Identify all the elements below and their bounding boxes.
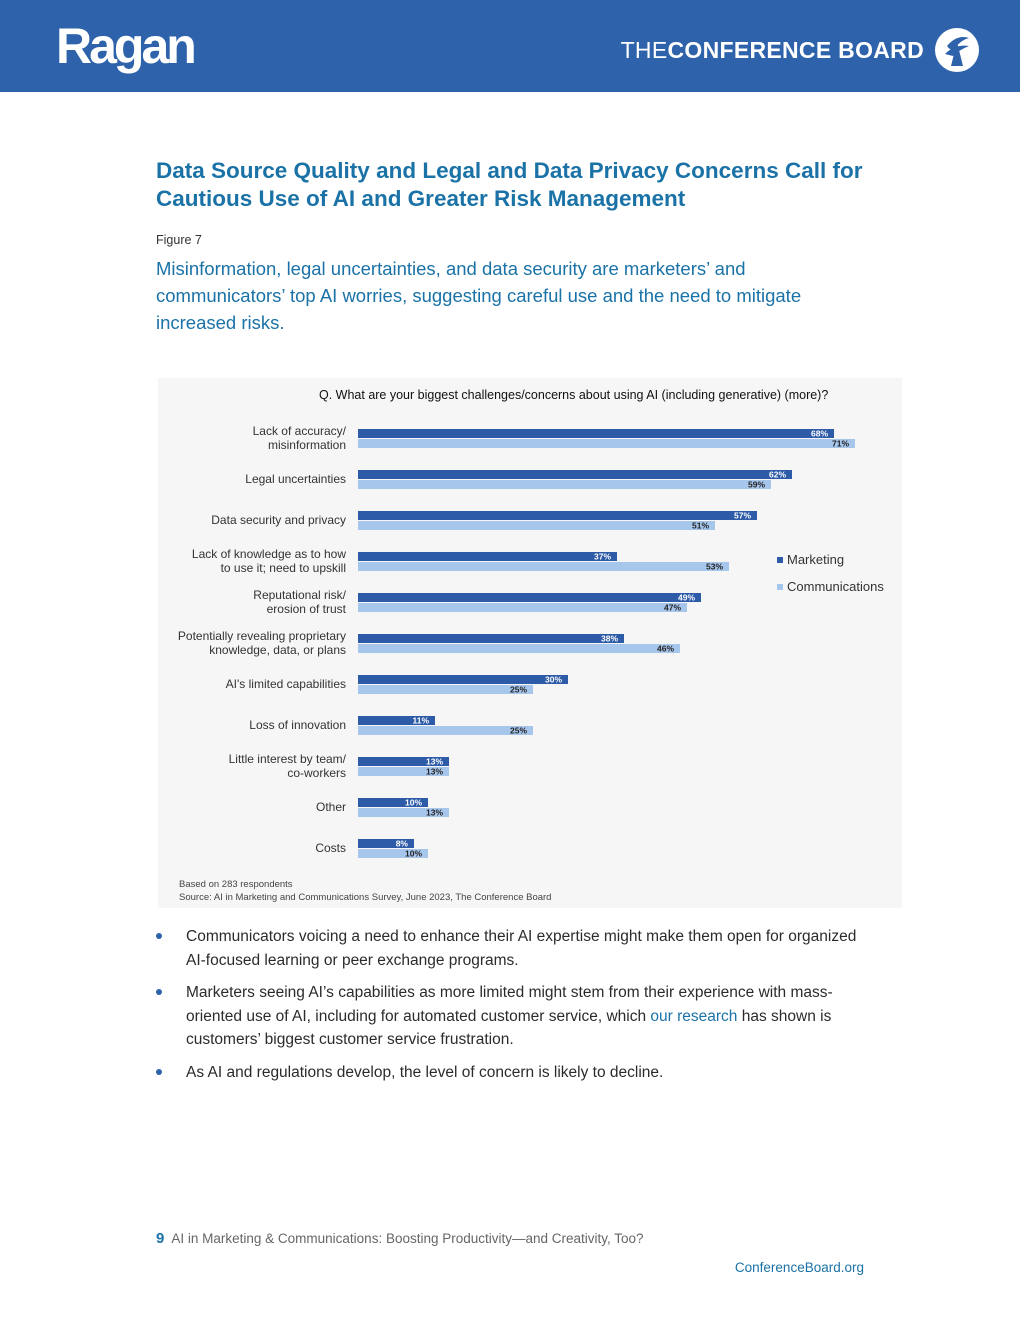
marketing-bar — [358, 634, 624, 643]
marketing-bar — [358, 798, 428, 807]
marketing-bar — [358, 593, 701, 602]
data-label: 47% — [664, 603, 681, 613]
category-label: Lack of accuracy/ — [253, 424, 347, 438]
chart-note: Source: AI in Marketing and Communicatio… — [179, 892, 551, 903]
marketing-bar — [358, 839, 414, 848]
legend-label: Communications — [787, 579, 884, 594]
data-label: 13% — [426, 808, 443, 818]
torch-emblem-icon — [935, 28, 979, 72]
data-label: 68% — [811, 429, 828, 439]
legend-label: Marketing — [787, 552, 844, 567]
marketing-bar — [358, 552, 617, 561]
ragan-logo-text: Ragan — [56, 18, 197, 74]
bullet-dot-icon — [156, 989, 162, 995]
marketing-bar — [358, 757, 449, 766]
bar-chart-container: Q. What are your biggest challenges/conc… — [158, 378, 902, 908]
data-label: 11% — [412, 716, 429, 726]
chart-title: Q. What are your biggest challenges/conc… — [319, 388, 828, 402]
footer-doc-title: AI in Marketing & Communications: Boosti… — [171, 1231, 644, 1246]
category-label: Data security and privacy — [211, 513, 346, 527]
communications-bar — [358, 808, 449, 817]
marketing-bar — [358, 511, 757, 520]
communications-bar — [358, 521, 715, 530]
conference-board-logo-prefix: THE — [620, 37, 668, 63]
bullet-item: Communicators voicing a need to enhance … — [156, 925, 876, 972]
communications-bar — [358, 685, 533, 694]
figure-subtitle: Misinformation, legal uncertainties, and… — [156, 258, 802, 333]
data-label: 30% — [545, 675, 562, 685]
data-label: 71% — [832, 439, 849, 449]
data-label: 10% — [405, 798, 422, 808]
chart-note: Based on 283 respondents — [179, 879, 293, 890]
data-label: 13% — [426, 767, 443, 777]
data-label: 38% — [601, 634, 618, 644]
legend-marker-communications — [777, 584, 783, 590]
legend-marker-marketing — [777, 557, 783, 563]
communications-bar — [358, 849, 428, 858]
bullet-text: Communicators voicing a need to enhance … — [186, 928, 857, 969]
bullet-text: has shown is customers’ biggest customer… — [186, 1007, 832, 1049]
data-label: 37% — [594, 552, 611, 562]
data-label: 49% — [678, 593, 695, 603]
category-label: Legal uncertainties — [245, 472, 346, 486]
category-label: erosion of trust — [267, 602, 347, 616]
category-label: Loss of innovation — [249, 718, 346, 732]
category-label: to use it; need to upskill — [221, 561, 346, 575]
communications-bar — [358, 603, 687, 612]
page-footer: 9 AI in Marketing & Communications: Boos… — [156, 1230, 644, 1247]
category-label: Reputational risk/ — [253, 588, 346, 602]
communications-bar — [358, 562, 729, 571]
data-label: 8% — [396, 839, 409, 849]
bullet-item: As AI and regulations develop, the level… — [156, 1061, 876, 1085]
data-label: 46% — [657, 644, 674, 654]
communications-bar — [358, 480, 771, 489]
conference-board-logo: THECONFERENCE BOARD — [621, 36, 924, 64]
category-label: misinformation — [268, 438, 346, 452]
data-label: 51% — [692, 521, 709, 531]
marketing-bar — [358, 429, 834, 438]
page-number: 9 — [156, 1230, 165, 1247]
data-label: 53% — [706, 562, 723, 572]
data-label: 57% — [734, 511, 751, 521]
data-label: 59% — [748, 480, 765, 490]
category-label: knowledge, data, or plans — [209, 643, 346, 657]
ragan-logo: Ragan — [56, 16, 197, 76]
bullet-list: Communicators voicing a need to enhance … — [156, 925, 876, 1093]
communications-bar — [358, 439, 855, 448]
data-label: 25% — [510, 726, 527, 736]
conference-board-logo-main: CONFERENCE BOARD — [667, 37, 924, 63]
communications-bar — [358, 726, 533, 735]
our-research-link[interactable]: our research — [650, 1007, 738, 1025]
communications-bar — [358, 767, 449, 776]
figure-label: Figure 7 — [156, 233, 202, 247]
page-header: Ragan THECONFERENCE BOARD — [0, 0, 1020, 92]
category-label: Costs — [315, 841, 346, 855]
data-label: 25% — [510, 685, 527, 695]
bullet-item: Marketers seeing AI’s capabilities as mo… — [156, 981, 876, 1052]
marketing-bar — [358, 470, 792, 479]
category-label: co-workers — [287, 766, 346, 780]
communications-bar — [358, 644, 680, 653]
data-label: 10% — [405, 849, 422, 859]
category-label: Little interest by team/ — [229, 752, 347, 766]
data-label: 13% — [426, 757, 443, 767]
category-label: Lack of knowledge as to how — [192, 547, 346, 561]
data-label: 62% — [769, 470, 786, 480]
bar-chart: Q. What are your biggest challenges/conc… — [178, 388, 884, 903]
bullet-text: As AI and regulations develop, the level… — [186, 1063, 664, 1081]
category-label: AI's limited capabilities — [226, 677, 346, 691]
bullet-dot-icon — [156, 1068, 162, 1075]
category-label: Potentially revealing proprietary — [178, 629, 346, 643]
bullet-text: Marketers seeing AI’s capabilities as mo… — [186, 984, 833, 1025]
page-title: Data Source Quality and Legal and Data P… — [156, 158, 863, 211]
category-label: Other — [316, 800, 346, 814]
bullet-dot-icon — [156, 933, 162, 939]
footer-url-link[interactable]: ConferenceBoard.org — [734, 1260, 864, 1275]
marketing-bar — [358, 716, 435, 725]
marketing-bar — [358, 675, 568, 684]
